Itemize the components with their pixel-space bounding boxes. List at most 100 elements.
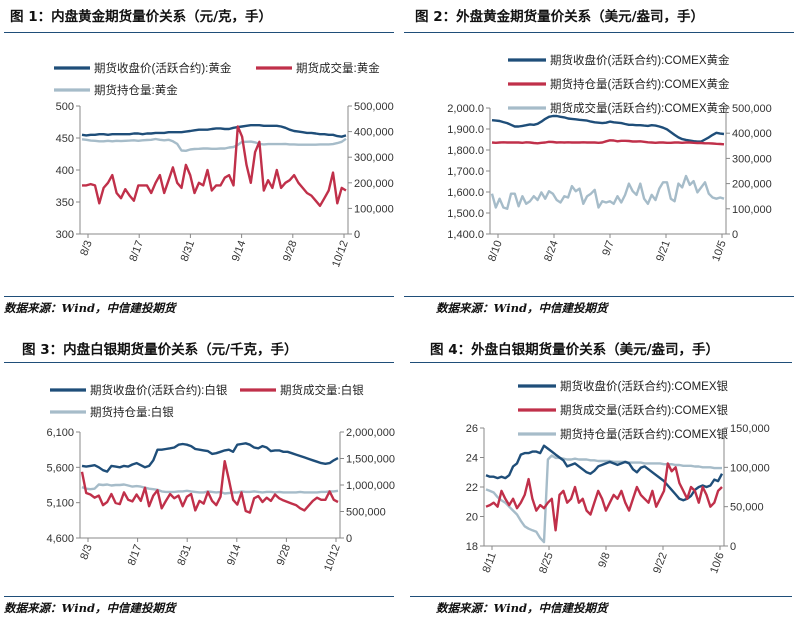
right-tick-label: 400,000 [354, 127, 394, 139]
left-tick-label: 22 [466, 482, 478, 494]
series-line-3 [81, 137, 347, 153]
figure-3-source: 数据来源：Wind，中信建投期货 [4, 601, 176, 615]
figure-4-bottom-rule [410, 596, 792, 597]
x-tick-label: 10/12 [322, 543, 343, 573]
left-tick-label: 450 [56, 133, 74, 145]
left-tick-label: 20 [466, 512, 478, 524]
x-tick-label: 8/3 [78, 543, 95, 561]
series-line-2 [491, 139, 725, 146]
series-line-2 [82, 125, 347, 208]
x-tick-label: 8/17 [126, 543, 145, 567]
left-tick-label: 5,600 [46, 462, 74, 474]
figure-2-bottom-rule [404, 296, 794, 297]
left-tick-label: 1,600.0 [447, 187, 484, 199]
right-tick-label: 0 [354, 229, 360, 241]
series-line-1 [485, 444, 724, 502]
right-tick-label: 150,000 [730, 423, 770, 435]
right-tick-label: 400,000 [732, 128, 772, 140]
legend-label-3: 期货成交量(活跃合约):COMEX黄金 [550, 101, 730, 115]
right-tick-label: 500,000 [346, 507, 386, 519]
x-tick-label: 9/7 [600, 239, 617, 257]
left-tick-label: 5,100 [46, 498, 74, 510]
legend-label-1: 期货收盘价(活跃合约):白银 [90, 383, 228, 397]
figure-3-top-rule [4, 362, 394, 363]
left-tick-label: 1,700.0 [447, 166, 484, 178]
figure-2-top-rule [404, 32, 794, 33]
left-tick-label: 2,000.0 [447, 103, 484, 115]
legend-label-2: 期货成交量:黄金 [296, 61, 380, 75]
right-tick-label: 200,000 [732, 179, 772, 191]
series-line-1 [491, 114, 725, 143]
left-tick-label: 1,400.0 [447, 229, 484, 241]
legend-label-1: 期货收盘价(活跃合约):COMEX银 [560, 379, 729, 393]
right-tick-label: 100,000 [730, 462, 770, 474]
figure-3-title: 图 3：内盘白银期货量价关系（元/千克，手） [22, 342, 298, 358]
x-tick-label: 10/12 [330, 239, 351, 269]
series-line-1 [81, 442, 339, 473]
series-line-1 [81, 123, 347, 138]
left-tick-label: 500 [56, 101, 74, 113]
figure-1-title: 图 1：内盘黄金期货量价关系（元/克，手） [10, 9, 273, 25]
right-tick-label: 50,000 [730, 502, 764, 514]
left-tick-label: 6,100 [46, 427, 74, 439]
x-tick-label: 8/31 [175, 543, 194, 567]
right-tick-label: 300,000 [354, 152, 394, 164]
legend-label-3: 期货持仓量:白银 [90, 405, 174, 419]
right-tick-label: 0 [346, 533, 352, 545]
figure-1-top-rule [4, 32, 394, 33]
left-tick-label: 4,600 [46, 533, 74, 545]
figure-4-chart: 期货收盘价(活跃合约):COMEX银期货成交量(活跃合约):COMEX银期货持仓… [466, 379, 770, 575]
x-tick-label: 9/21 [654, 239, 673, 263]
right-tick-label: 1,000,000 [346, 480, 395, 492]
x-tick-label: 9/28 [275, 543, 294, 567]
legend-label-2: 期货成交量(活跃合约):COMEX银 [560, 403, 729, 417]
x-tick-label: 8/3 [78, 239, 95, 257]
left-tick-label: 26 [466, 423, 478, 435]
x-tick-label: 9/22 [651, 551, 670, 575]
legend-label-2: 期货成交量:白银 [280, 383, 364, 397]
right-tick-label: 1,500,000 [346, 454, 395, 466]
right-tick-label: 500,000 [354, 101, 394, 113]
right-tick-label: 100,000 [354, 203, 394, 215]
legend-label-2: 期货持仓量(活跃合约):COMEX黄金 [550, 77, 730, 91]
right-tick-label: 2,000,000 [346, 427, 395, 439]
series-line-2 [80, 459, 339, 514]
x-tick-label: 8/31 [179, 239, 198, 263]
x-tick-label: 9/28 [281, 239, 300, 263]
legend-label-3: 期货持仓量:黄金 [94, 83, 178, 97]
series-line-3 [485, 454, 722, 544]
figure-2-source: 数据来源：Wind，中信建投期货 [436, 301, 608, 315]
left-tick-label: 350 [56, 197, 74, 209]
right-tick-label: 300,000 [732, 153, 772, 165]
figure-2-title: 图 2：外盘黄金期货量价关系（美元/盎司，手） [415, 9, 705, 25]
figure-4-top-rule [410, 362, 792, 363]
right-tick-label: 0 [730, 541, 736, 553]
legend-label-3: 期货持仓量(活跃合约):COMEX银 [560, 427, 729, 441]
series-line-3 [81, 483, 339, 495]
legend-label-1: 期货收盘价(活跃合约):黄金 [94, 61, 232, 75]
right-tick-label: 100,000 [732, 204, 772, 216]
series-line-3 [490, 174, 725, 211]
left-tick-label: 24 [466, 453, 478, 465]
x-tick-label: 9/14 [230, 239, 249, 263]
x-tick-label: 10/5 [710, 239, 729, 263]
right-tick-label: 500,000 [732, 103, 772, 115]
x-tick-label: 9/14 [225, 543, 244, 567]
figure-2-chart: 期货收盘价(活跃合约):COMEX黄金期货持仓量(活跃合约):COMEX黄金期货… [447, 53, 772, 263]
x-tick-label: 8/11 [480, 551, 498, 574]
left-tick-label: 400 [56, 165, 74, 177]
left-tick-label: 1,500.0 [447, 208, 484, 220]
series-line-2 [485, 462, 723, 532]
left-tick-label: 300 [56, 229, 74, 241]
x-tick-label: 8/17 [127, 239, 146, 263]
left-tick-label: 18 [466, 541, 478, 553]
right-tick-label: 0 [732, 229, 738, 241]
right-tick-label: 200,000 [354, 178, 394, 190]
figure-4-source: 数据来源：Wind，中信建投期货 [436, 601, 608, 615]
x-tick-label: 8/10 [486, 239, 505, 263]
figure-3-bottom-rule [4, 596, 394, 597]
x-tick-label: 10/6 [708, 551, 727, 575]
x-tick-label: 8/25 [537, 551, 556, 575]
left-tick-label: 1,800.0 [447, 145, 484, 157]
